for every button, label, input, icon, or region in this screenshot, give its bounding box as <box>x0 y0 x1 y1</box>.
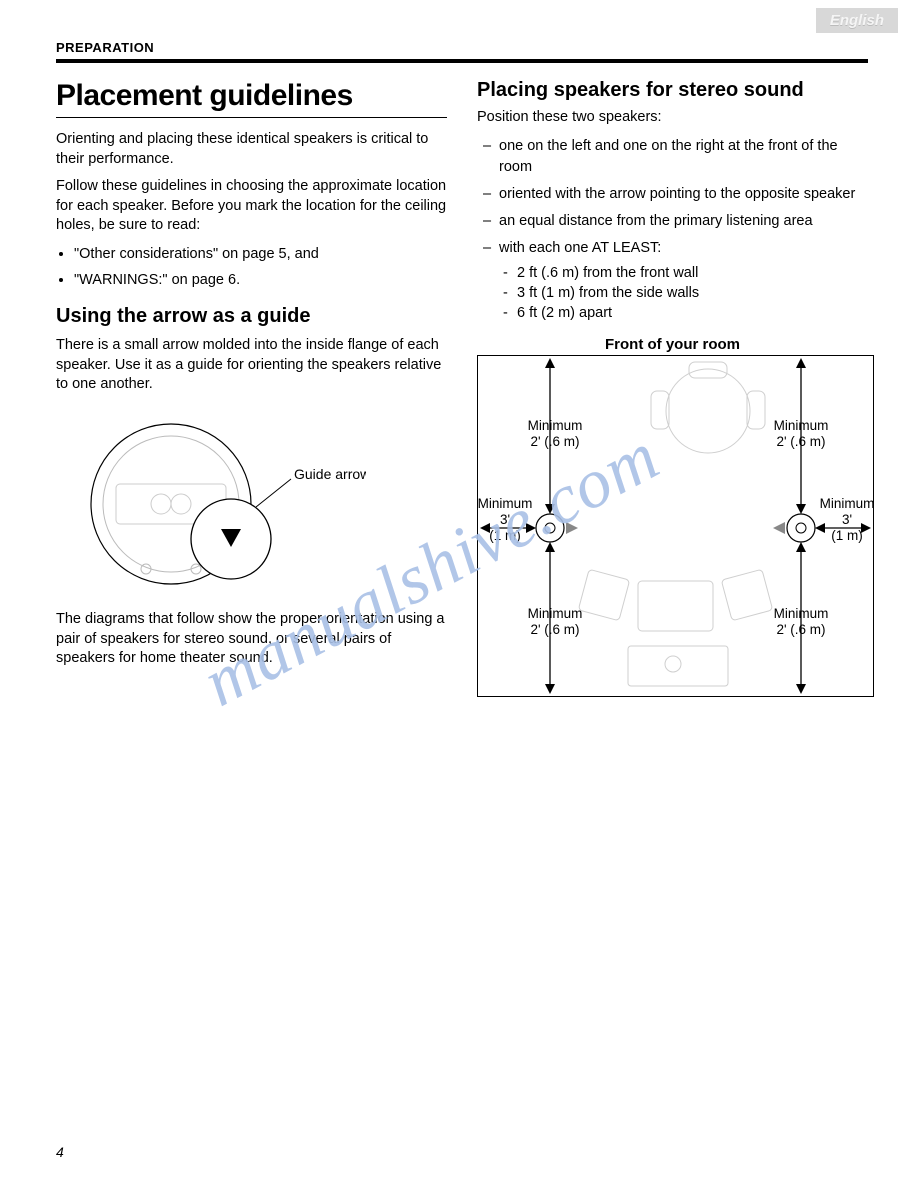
min-label-bottom-right: Minimum2' (.6 m) <box>766 606 836 638</box>
bullet-item: "WARNINGS:" on page 6. <box>74 270 447 292</box>
intro-p2: Follow these guidelines in choosing the … <box>56 177 447 236</box>
subheading-stereo: Placing speakers for stereo sound <box>477 79 868 102</box>
room-diagram-title: Front of your room <box>477 336 868 353</box>
dash-item: an equal distance from the primary liste… <box>499 211 868 232</box>
section-header: PREPARATION <box>56 40 868 55</box>
intro-p1: Orienting and placing these identical sp… <box>56 130 447 169</box>
right-column: Placing speakers for stereo sound Positi… <box>477 73 868 697</box>
dash-item: one on the left and one on the right at … <box>499 136 868 178</box>
dash-item-label: with each one AT LEAST: <box>499 240 661 256</box>
guide-arrow-label: Guide arrow <box>294 466 366 482</box>
placement-list: one on the left and one on the right at … <box>477 136 868 324</box>
min-label-top-right: Minimum2' (.6 m) <box>766 418 836 450</box>
left-column: Placement guidelines Orienting and placi… <box>56 73 447 697</box>
dash-item: oriented with the arrow pointing to the … <box>499 184 868 205</box>
stereo-intro: Position these two speakers: <box>477 108 868 128</box>
min-distance-list: 2 ft (.6 m) from the front wall 3 ft (1 … <box>499 263 868 324</box>
min-label-bottom-left: Minimum2' (.6 m) <box>520 606 590 638</box>
page-title: Placement guidelines <box>56 79 447 113</box>
min-label-top-left: Minimum2' (.6 m) <box>520 418 590 450</box>
divider-thin <box>56 117 447 118</box>
room-diagram: Minimum2' (.6 m) Minimum2' (.6 m) Minimu… <box>477 355 874 697</box>
divider-thick <box>56 59 868 63</box>
subheading-arrow: Using the arrow as a guide <box>56 305 447 328</box>
min-label-right: Minimum3'(1 m) <box>818 496 876 545</box>
diagram-followup-p: The diagrams that follow show the proper… <box>56 610 447 669</box>
read-first-list: "Other considerations" on page 5, and "W… <box>56 244 447 292</box>
bullet-item: "Other considerations" on page 5, and <box>74 244 447 266</box>
dash2-item: 3 ft (1 m) from the side walls <box>517 283 868 303</box>
language-tab: English <box>816 8 898 33</box>
page-content: PREPARATION Placement guidelines Orienti… <box>0 0 918 717</box>
page-number: 4 <box>56 1144 64 1160</box>
arrow-p: There is a small arrow molded into the i… <box>56 336 447 395</box>
min-label-left: Minimum3'(1 m) <box>476 496 534 545</box>
dash-item: with each one AT LEAST: 2 ft (.6 m) from… <box>499 238 868 324</box>
speaker-arrow-diagram: Guide arrow <box>56 409 366 589</box>
two-column-layout: Placement guidelines Orienting and placi… <box>56 73 868 697</box>
dash2-item: 2 ft (.6 m) from the front wall <box>517 263 868 283</box>
dash2-item: 6 ft (2 m) apart <box>517 303 868 323</box>
